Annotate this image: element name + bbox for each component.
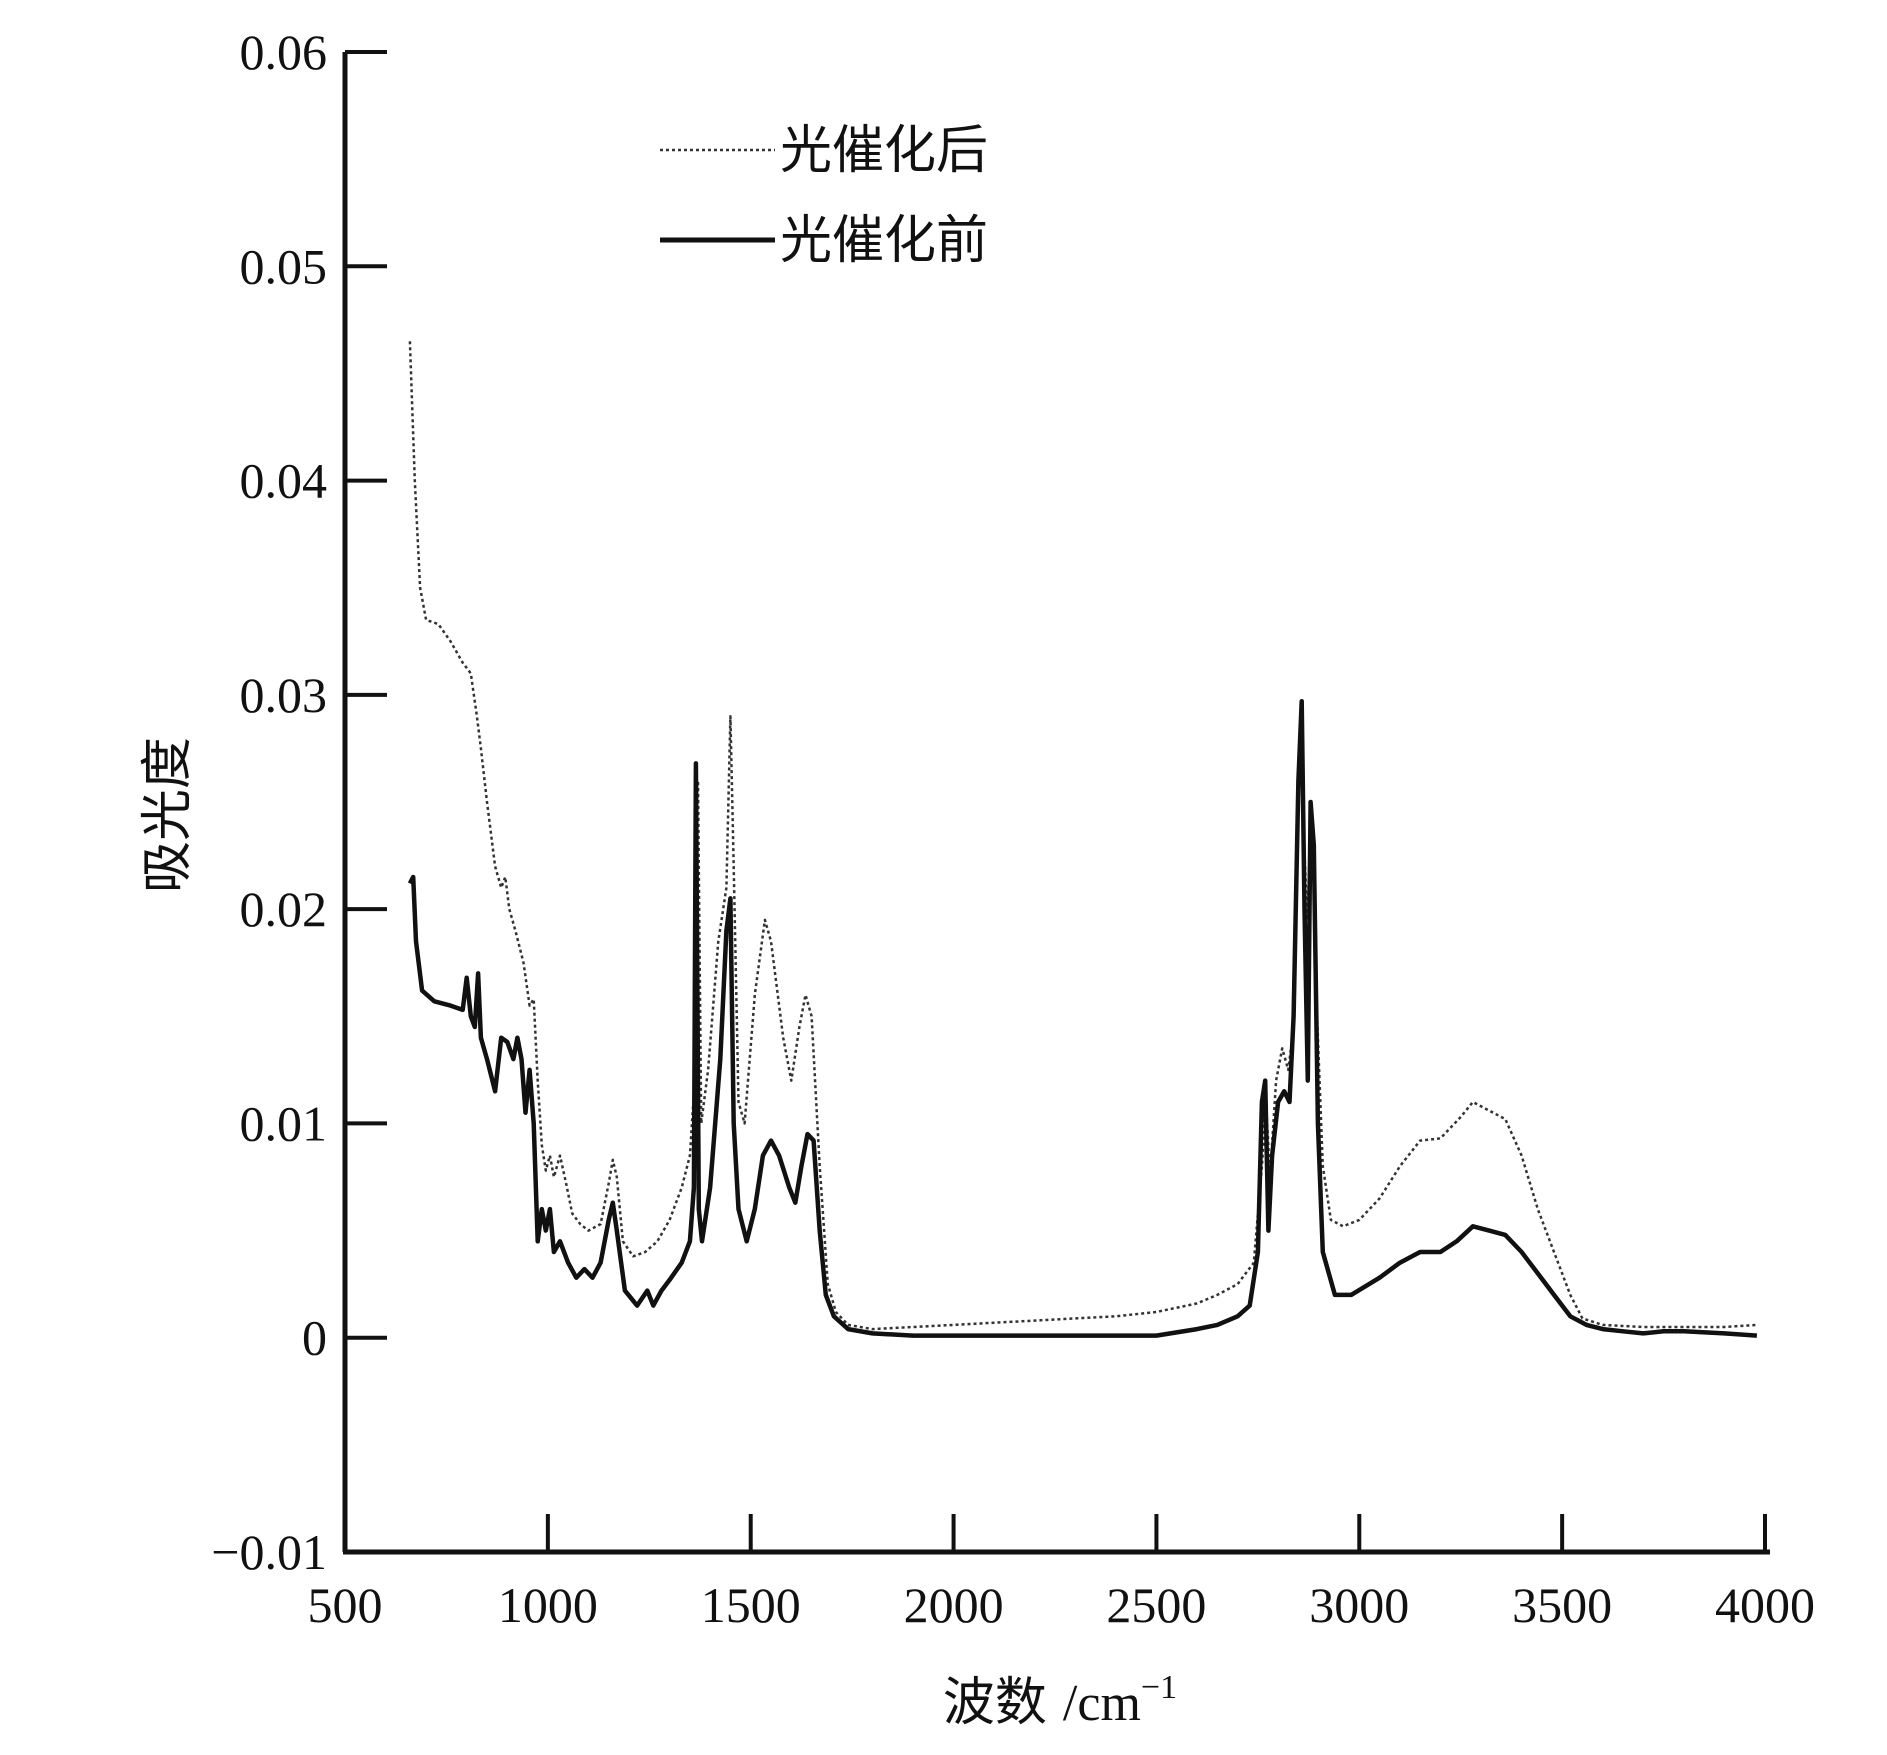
x-tick-label: 2500	[1106, 1577, 1206, 1633]
y-ticks: −0.01 0 0.01 0.02 0.03 0.04 0.05 0.06	[211, 24, 387, 1580]
y-axis-title: 吸光度	[140, 737, 197, 893]
y-tick-label: 0.06	[240, 24, 328, 80]
series-line-before	[407, 699, 1758, 1338]
y-tick-label: 0.05	[240, 238, 328, 294]
x-tick-label: 1500	[701, 1577, 801, 1633]
x-axis-title-unit-exponent: −1	[1141, 1669, 1177, 1706]
x-axis-title: 波数/cm−1	[943, 1669, 1177, 1732]
legend-label: 光催化后	[780, 123, 988, 180]
series-line-after	[408, 341, 1757, 1331]
x-ticks: 500 1000 1500 2000 2500 3000 3500 4000	[308, 1514, 1815, 1633]
y-tick-label: 0.02	[240, 881, 328, 937]
legend-label: 光催化前	[780, 213, 988, 270]
x-tick-label: 4000	[1715, 1577, 1815, 1633]
y-tick-label: −0.01	[211, 1524, 327, 1580]
x-tick-label: 2000	[904, 1577, 1004, 1633]
y-tick-label: 0	[302, 1310, 327, 1366]
y-tick-label: 0.04	[240, 453, 328, 509]
x-tick-label: 500	[308, 1577, 383, 1633]
series-layer	[407, 341, 1758, 1338]
x-axis-title-label: 波数	[943, 1675, 1047, 1732]
y-tick-label: 0.01	[240, 1095, 328, 1151]
x-tick-label: 3000	[1309, 1577, 1409, 1633]
x-tick-label: 3500	[1512, 1577, 1612, 1633]
axes	[342, 52, 1770, 1555]
x-tick-label: 1000	[498, 1577, 598, 1633]
y-tick-label: 0.03	[240, 667, 328, 723]
x-axis-title-unit: /cm	[1063, 1675, 1141, 1732]
